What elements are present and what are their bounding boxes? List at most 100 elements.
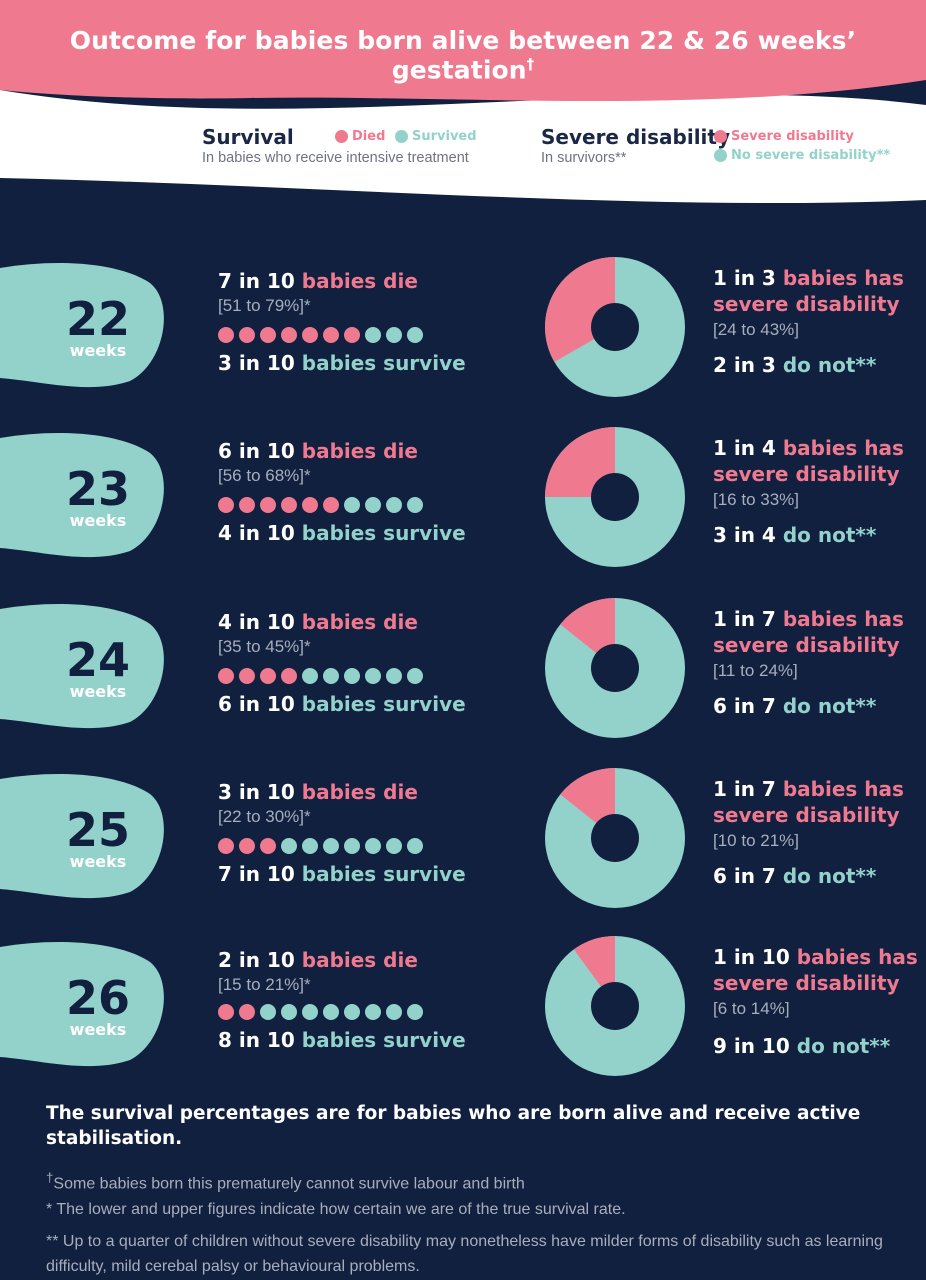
no-disability-statement: 6 in 7 do not** bbox=[713, 694, 877, 718]
survived-dot bbox=[407, 668, 423, 684]
legend-no-severe: No severe disability** bbox=[714, 148, 890, 163]
white-wave-band bbox=[0, 90, 926, 204]
week-badge-shape bbox=[0, 604, 164, 729]
row-26-weeks: 26 weeks 2 in 10 babies die [15 to 21%]*… bbox=[0, 936, 926, 1112]
no-severe-swatch bbox=[714, 149, 727, 162]
donut-hole bbox=[591, 814, 639, 862]
survived-dot bbox=[365, 838, 381, 854]
survived-dot bbox=[365, 327, 381, 343]
died-dot bbox=[239, 327, 255, 343]
week-number: 25 bbox=[65, 803, 130, 857]
header-background bbox=[0, 0, 926, 204]
legend-severe: Severe disability bbox=[714, 129, 854, 144]
survived-dot bbox=[365, 497, 381, 513]
survived-dot bbox=[323, 838, 339, 854]
no-disability-statement: 6 in 7 do not** bbox=[713, 864, 877, 888]
died-statement: 3 in 10 babies die bbox=[218, 780, 418, 804]
disability-donut bbox=[545, 768, 685, 908]
disability-statement: 1 in 4 babies has severe disability bbox=[713, 436, 904, 486]
survived-dot bbox=[407, 1004, 423, 1020]
footnote-dagger: †Some babies born this prematurely canno… bbox=[46, 1170, 525, 1193]
week-label: weeks bbox=[69, 682, 127, 701]
died-dot bbox=[239, 1004, 255, 1020]
died-range: [35 to 45%]* bbox=[218, 637, 311, 656]
severe-swatch bbox=[714, 130, 727, 143]
week-badge-shape bbox=[0, 433, 164, 558]
survived-dot bbox=[344, 497, 360, 513]
died-dot bbox=[281, 668, 297, 684]
no-disability-statement: 9 in 10 do not** bbox=[713, 1034, 891, 1058]
died-dot bbox=[218, 327, 234, 343]
disability-donut bbox=[545, 936, 685, 1076]
row-25-weeks: 25 weeks 3 in 10 babies die [22 to 30%]*… bbox=[0, 768, 926, 944]
disability-donut bbox=[545, 427, 685, 567]
donut-hole bbox=[591, 473, 639, 521]
survived-dot bbox=[302, 668, 318, 684]
died-dot bbox=[260, 497, 276, 513]
disability-donut bbox=[544, 257, 685, 397]
row-23-weeks: 23 weeks 6 in 10 babies die [56 to 68%]*… bbox=[0, 427, 926, 603]
survived-dot bbox=[323, 668, 339, 684]
died-dot bbox=[239, 668, 255, 684]
legend-survived-label: Survived bbox=[412, 129, 477, 144]
survived-dot bbox=[323, 1004, 339, 1020]
week-label: weeks bbox=[69, 341, 127, 360]
no-disability-statement: 3 in 4 do not** bbox=[713, 523, 877, 547]
survived-statement: 6 in 10 babies survive bbox=[218, 692, 466, 716]
died-dot bbox=[218, 838, 234, 854]
disability-donut bbox=[545, 598, 685, 738]
survival-dots bbox=[218, 838, 423, 854]
survived-dot bbox=[407, 838, 423, 854]
survived-dot bbox=[281, 838, 297, 854]
survival-dots bbox=[218, 668, 423, 684]
disability-statement: 1 in 10 babies has severe disability bbox=[713, 945, 918, 995]
died-dot bbox=[218, 668, 234, 684]
died-dot bbox=[260, 327, 276, 343]
legend-died-label: Died bbox=[352, 129, 386, 144]
survived-dot bbox=[281, 1004, 297, 1020]
survival-dots bbox=[218, 497, 423, 513]
survived-statement: 4 in 10 babies survive bbox=[218, 521, 466, 545]
week-badge-shape bbox=[0, 263, 164, 388]
died-dot bbox=[260, 838, 276, 854]
donut-hole bbox=[591, 644, 639, 692]
survived-dot bbox=[302, 1004, 318, 1020]
died-dot bbox=[218, 497, 234, 513]
footer-statement: The survival percentages are for babies … bbox=[46, 1103, 861, 1149]
week-number: 26 bbox=[65, 971, 130, 1025]
survived-statement: 7 in 10 babies survive bbox=[218, 862, 466, 886]
survival-legend-heading: Survival bbox=[202, 125, 294, 149]
donut-hole bbox=[591, 303, 639, 351]
week-number: 24 bbox=[65, 633, 130, 687]
died-dot bbox=[344, 327, 360, 343]
disability-range: [11 to 24%] bbox=[713, 661, 798, 680]
footnote-double-asterisk: ** Up to a quarter of children without s… bbox=[46, 1233, 883, 1275]
died-range: [22 to 30%]* bbox=[218, 807, 311, 826]
died-dot bbox=[302, 497, 318, 513]
died-range: [51 to 79%]* bbox=[218, 296, 311, 315]
survived-dot bbox=[344, 838, 360, 854]
survived-dot bbox=[386, 838, 402, 854]
survival-dots bbox=[218, 327, 423, 343]
died-dot bbox=[218, 1004, 234, 1020]
disability-range: [24 to 43%] bbox=[713, 320, 800, 339]
no-disability-statement: 2 in 3 do not** bbox=[713, 353, 877, 377]
survived-dot bbox=[386, 497, 402, 513]
disability-range: [16 to 33%] bbox=[713, 490, 800, 509]
died-statement: 2 in 10 babies die bbox=[218, 948, 418, 972]
survived-dot bbox=[386, 1004, 402, 1020]
died-dot bbox=[323, 327, 339, 343]
died-dot bbox=[239, 838, 255, 854]
survived-dot bbox=[302, 838, 318, 854]
week-badge-shape bbox=[0, 774, 164, 899]
disability-statement: 1 in 7 babies has severe disability bbox=[713, 607, 904, 657]
survived-swatch bbox=[395, 130, 408, 143]
footnote-asterisk: * The lower and upper figures indicate h… bbox=[46, 1201, 626, 1218]
survived-dot bbox=[365, 668, 381, 684]
legend-severe-label: Severe disability bbox=[731, 129, 854, 144]
severe-slice bbox=[545, 427, 615, 497]
survived-dot bbox=[344, 668, 360, 684]
donut-hole bbox=[591, 982, 639, 1030]
survival-legend-subtitle: In babies who receive intensive treatmen… bbox=[202, 150, 469, 166]
week-label: weeks bbox=[69, 511, 127, 530]
